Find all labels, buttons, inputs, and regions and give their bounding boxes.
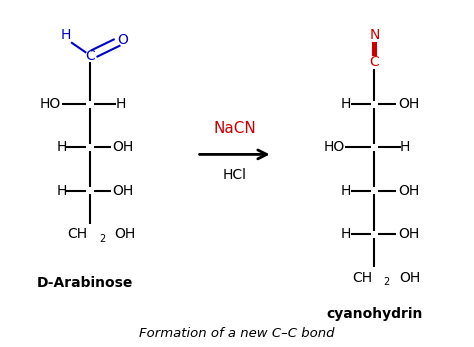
Text: N: N: [369, 28, 380, 42]
Text: CH: CH: [352, 271, 372, 285]
Text: H: H: [341, 227, 351, 241]
Text: H: H: [116, 97, 126, 111]
Text: H: H: [400, 141, 410, 154]
Text: 2: 2: [99, 234, 105, 244]
Text: H: H: [56, 141, 67, 154]
Text: 2: 2: [383, 277, 390, 287]
Text: H: H: [341, 97, 351, 111]
Text: OH: OH: [115, 227, 136, 241]
Text: D-Arabinose: D-Arabinose: [37, 276, 134, 290]
Text: OH: OH: [113, 184, 134, 198]
Text: HO: HO: [39, 97, 60, 111]
Text: H: H: [56, 184, 67, 198]
Text: HCl: HCl: [223, 168, 246, 182]
Text: CH: CH: [68, 227, 88, 241]
Text: OH: OH: [399, 271, 420, 285]
Text: OH: OH: [398, 97, 419, 111]
Text: HO: HO: [324, 141, 345, 154]
Text: OH: OH: [398, 184, 419, 198]
Text: cyanohydrin: cyanohydrin: [326, 307, 423, 321]
Text: OH: OH: [398, 227, 419, 241]
Text: H: H: [60, 28, 71, 42]
Text: H: H: [341, 184, 351, 198]
Text: NaCN: NaCN: [213, 121, 256, 136]
Text: C: C: [85, 49, 95, 62]
Text: O: O: [117, 33, 128, 47]
Text: Formation of a new C–C bond: Formation of a new C–C bond: [139, 327, 335, 340]
Text: OH: OH: [113, 141, 134, 154]
Text: C: C: [370, 56, 379, 69]
